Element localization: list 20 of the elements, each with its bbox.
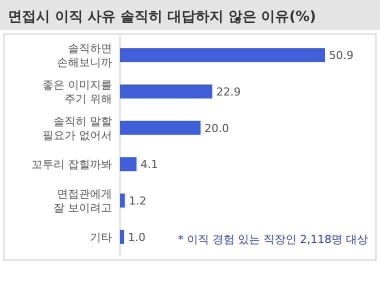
bar bbox=[120, 84, 212, 98]
y-tick-label: 솔직히 말할 필요가 없어서 bbox=[42, 114, 112, 142]
y-tick-label: 솔직하면 손해보니까 bbox=[57, 42, 112, 70]
annotation: * 이직 경험 있는 직장인 2,118명 대상 bbox=[178, 233, 368, 246]
bar bbox=[120, 48, 325, 62]
data-label: 1.2 bbox=[128, 194, 146, 208]
bar bbox=[120, 194, 125, 208]
data-label: 50.9 bbox=[329, 49, 354, 62]
chart-title: 면접시 이직 사유 솔직히 대답하지 않은 이유(%) bbox=[8, 9, 316, 25]
data-label: 22.9 bbox=[216, 85, 241, 98]
data-label: 20.0 bbox=[204, 122, 230, 135]
y-tick-label: 기타 bbox=[90, 230, 112, 244]
data-label: 1.0 bbox=[128, 230, 146, 244]
bar bbox=[120, 157, 137, 172]
bar bbox=[120, 230, 124, 244]
y-tick-label: 좋은 이미지를 주기 위해 bbox=[42, 78, 112, 106]
bar bbox=[120, 120, 201, 135]
y-tick-label: 꼬투리 잡힐까봐 bbox=[32, 158, 112, 172]
y-tick-label: 면접관에게 잘 보이려고 bbox=[54, 188, 112, 215]
data-label: 4.1 bbox=[140, 158, 158, 172]
